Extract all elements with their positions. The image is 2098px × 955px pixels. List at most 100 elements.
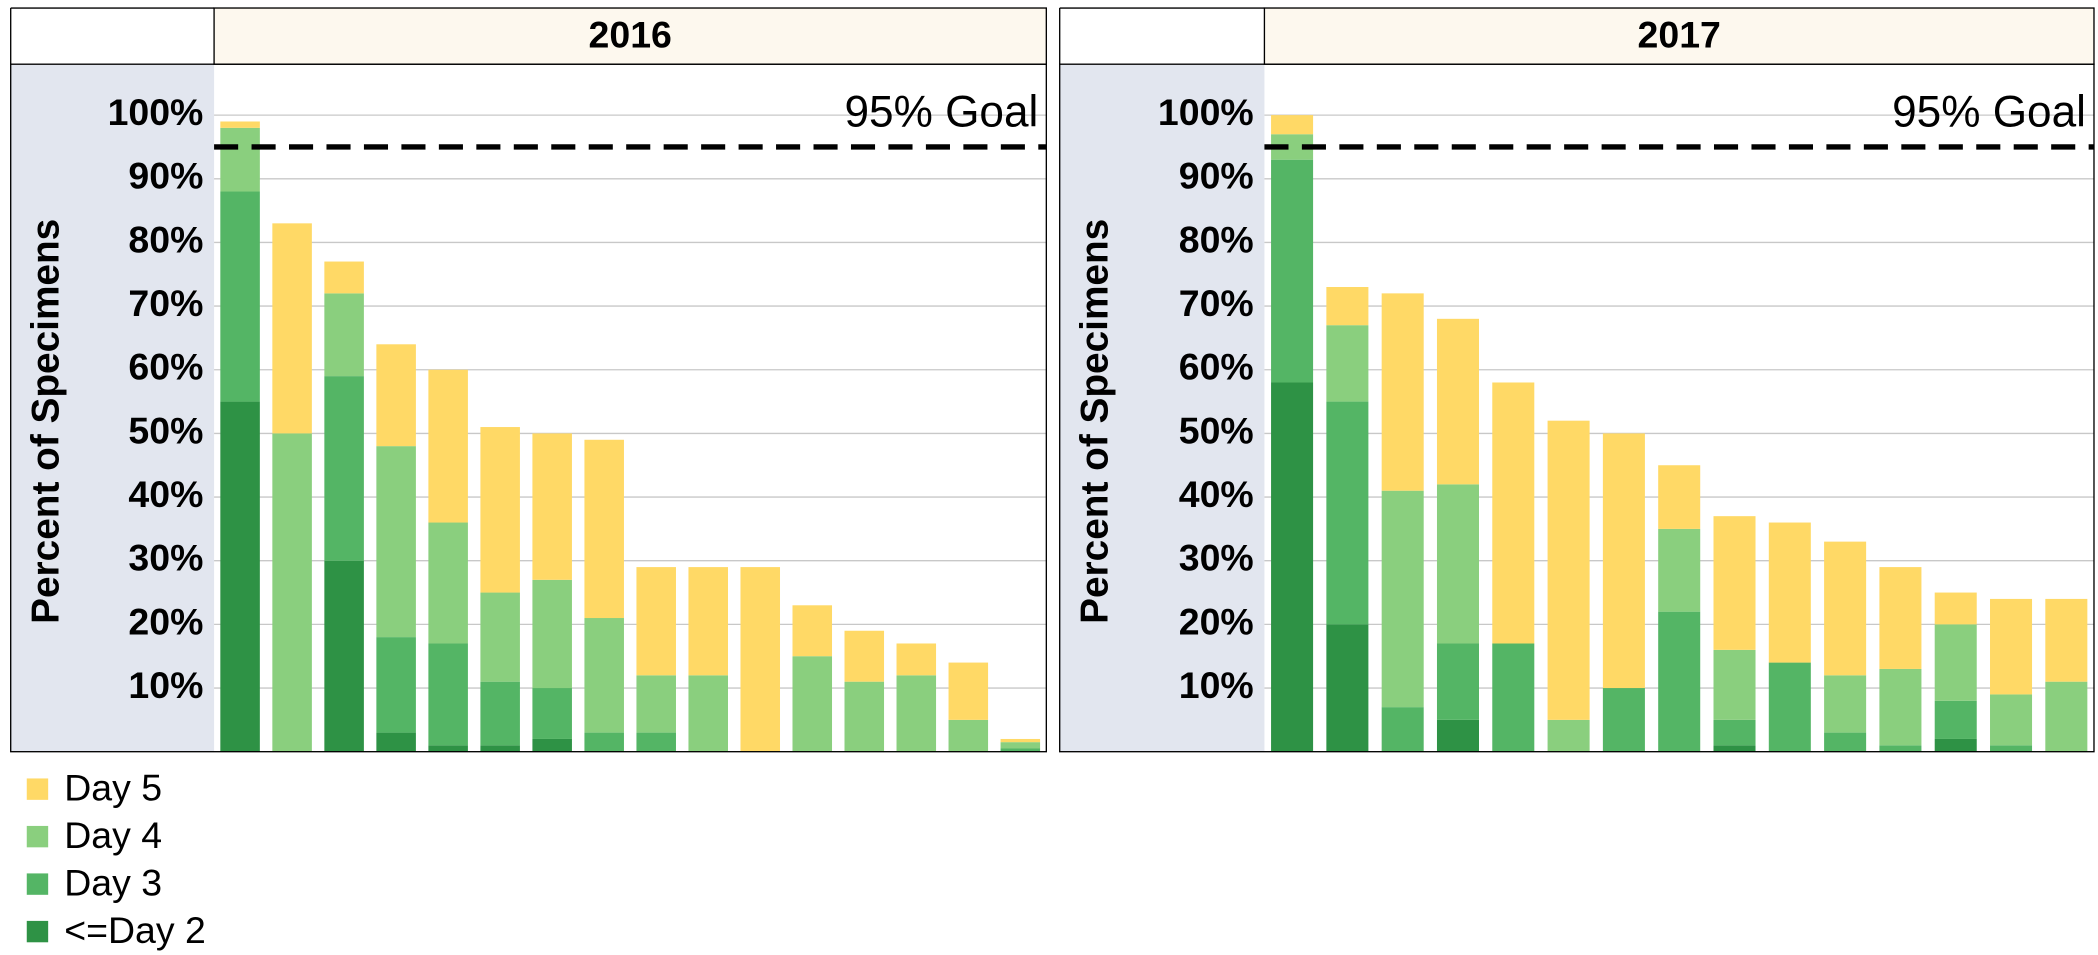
bar-segment	[272, 433, 312, 752]
bar-segment	[1713, 649, 1756, 720]
bar-segment	[636, 675, 676, 733]
y-tick-label: 40%	[128, 473, 203, 515]
bar-segment	[376, 446, 416, 638]
legend-swatch	[26, 778, 49, 800]
bar-segment	[1713, 516, 1756, 650]
bar-segment	[688, 675, 728, 752]
y-tick-label: 70%	[128, 282, 203, 324]
goal-label: 95% Goal	[1892, 88, 2086, 137]
header	[213, 7, 1047, 65]
bar-segment	[1547, 420, 1590, 720]
bar-segment	[480, 745, 520, 752]
y-tick-label: 100%	[108, 91, 204, 133]
y-tick-label: 10%	[1179, 664, 1254, 706]
y-tick-label: 30%	[128, 537, 203, 579]
bar-segment	[1492, 643, 1535, 752]
axis-strip	[1059, 64, 1265, 752]
bar-segment	[1326, 287, 1369, 326]
y-tick-label: 10%	[128, 664, 203, 706]
bar-segment	[1000, 748, 1041, 752]
bar-segment	[1326, 325, 1369, 402]
bar-segment	[532, 433, 572, 580]
bar-segment	[2045, 598, 2088, 682]
bar-segment	[376, 732, 416, 752]
legend-swatch	[26, 825, 49, 848]
bar-segment	[272, 223, 312, 434]
bar-segment	[220, 127, 260, 192]
bar-segment	[1436, 719, 1480, 752]
y-tick-label: 90%	[128, 155, 203, 197]
bar-segment	[428, 643, 468, 746]
panel-frame	[10, 63, 1047, 753]
bar-segment	[1492, 382, 1535, 644]
goal-label: 95% Goal	[844, 88, 1038, 137]
bar-segment	[636, 567, 676, 676]
bar-segment	[948, 662, 989, 720]
bar-segment	[428, 369, 468, 523]
bar-segment	[220, 191, 260, 402]
bar-segment	[1602, 433, 1645, 689]
y-tick-label: 60%	[1179, 346, 1254, 388]
bar-segment	[428, 745, 468, 752]
bar-segment	[584, 439, 624, 619]
bar-segment	[1713, 719, 1756, 746]
bar-segment	[532, 688, 572, 739]
bar-segment	[480, 681, 520, 746]
bar-segment	[1658, 465, 1701, 529]
bar-segment	[1713, 745, 1756, 752]
bar-segment	[1436, 318, 1480, 485]
bar-segment	[1381, 707, 1424, 752]
legend-swatch	[26, 873, 49, 895]
bar-segment	[1658, 528, 1701, 612]
y-tick-label: 50%	[1179, 409, 1254, 451]
bar-segment	[792, 656, 833, 752]
bar-segment	[324, 293, 364, 377]
bar-segment	[1768, 662, 1811, 752]
y-tick-label: 80%	[1179, 218, 1254, 260]
bar-segment	[1934, 592, 1977, 625]
bar-segment	[220, 401, 260, 752]
bar-segment	[1879, 567, 1922, 669]
y-axis-title: Percent of Specimens	[24, 219, 67, 624]
axis-strip	[10, 64, 215, 752]
y-axis-title: Percent of Specimens	[1073, 219, 1116, 624]
y-tick-label: 70%	[1179, 282, 1254, 324]
y-tick-label: 20%	[1179, 600, 1254, 642]
bar-segment	[324, 261, 364, 294]
legend-label: Day 4	[64, 814, 162, 856]
bar-segment	[1271, 115, 1314, 135]
y-tick-label: 40%	[1179, 473, 1254, 515]
legend-label: Day 3	[64, 861, 162, 903]
bar-segment	[2045, 681, 2088, 752]
bar-segment	[1879, 745, 1922, 752]
bar-segment	[792, 605, 833, 657]
bar-segment	[1934, 700, 1977, 739]
legend-label: <=Day 2	[64, 909, 206, 951]
bar-segment	[324, 560, 364, 752]
y-tick-label: 50%	[128, 409, 203, 451]
bar-segment	[1934, 738, 1977, 752]
bar-segment	[896, 675, 937, 752]
bar-segment	[324, 376, 364, 561]
bar-segment	[688, 567, 728, 676]
bar-segment	[1381, 293, 1424, 491]
y-tick-label: 60%	[128, 346, 203, 388]
panel-frame	[1059, 63, 2095, 753]
y-tick-label: 90%	[1179, 155, 1254, 197]
bar-segment	[1436, 484, 1480, 644]
bar-segment	[480, 592, 520, 682]
bar-segment	[740, 567, 781, 752]
bar-segment	[532, 738, 572, 752]
bar-segment	[1824, 732, 1867, 752]
bar-segment	[1602, 688, 1645, 752]
legend-swatch	[26, 920, 49, 943]
bar-segment	[1990, 745, 2033, 752]
bar-segment	[480, 427, 520, 593]
bar-segment	[1326, 624, 1369, 752]
bar-segment	[1879, 668, 1922, 746]
bar-segment	[1381, 490, 1424, 708]
bar-segment	[844, 630, 885, 682]
bar-segment	[376, 637, 416, 733]
bar-segment	[1990, 694, 2033, 746]
